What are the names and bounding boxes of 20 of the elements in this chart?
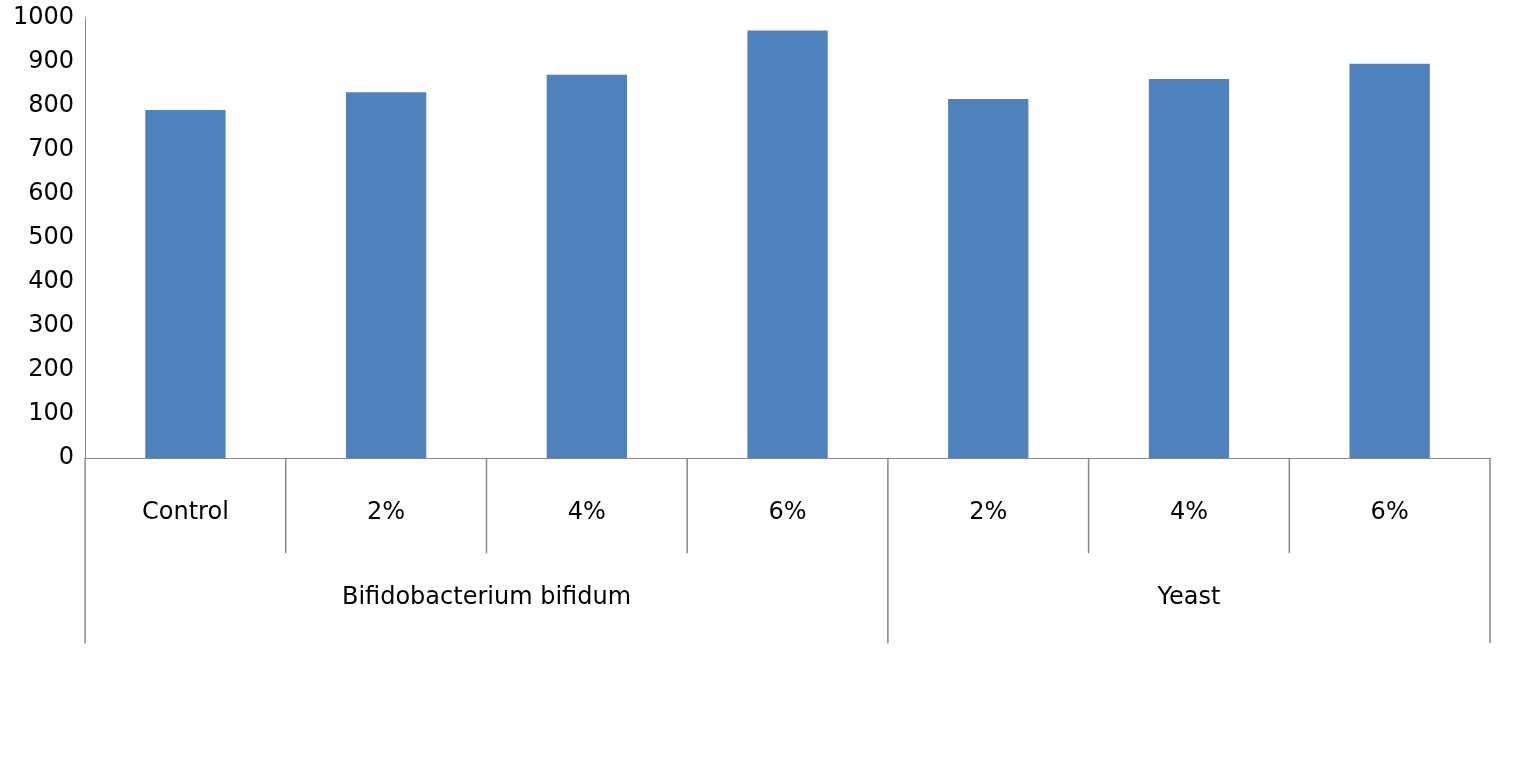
x-tick-label: 4% xyxy=(567,496,606,525)
y-tick-label: 0 xyxy=(58,442,75,471)
y-tick-label: 400 xyxy=(28,266,75,295)
y-tick-label: 600 xyxy=(28,177,75,206)
y-tick-label: 1000 xyxy=(13,1,75,30)
text: Yeast xyxy=(1156,582,1221,611)
y-tick-label: 100 xyxy=(28,398,75,427)
y-tick-label: 700 xyxy=(28,133,75,162)
x-tick-label: 4% xyxy=(1169,496,1208,525)
y-tick-label: 900 xyxy=(28,45,75,74)
x-tick-label: 2% xyxy=(969,496,1008,525)
x-tick-label: 2% xyxy=(367,496,406,525)
x-tick-label: Control xyxy=(142,496,229,525)
y-tick-label: 300 xyxy=(28,310,75,339)
x-tick-label: 6% xyxy=(768,496,807,525)
x-tick-label: 6% xyxy=(1370,496,1409,525)
y-tick-label: 200 xyxy=(28,354,75,383)
y-tick-label: 500 xyxy=(28,222,75,251)
text: Bifidobacterium bifidum xyxy=(341,582,632,611)
y-tick-label: 800 xyxy=(28,89,75,118)
